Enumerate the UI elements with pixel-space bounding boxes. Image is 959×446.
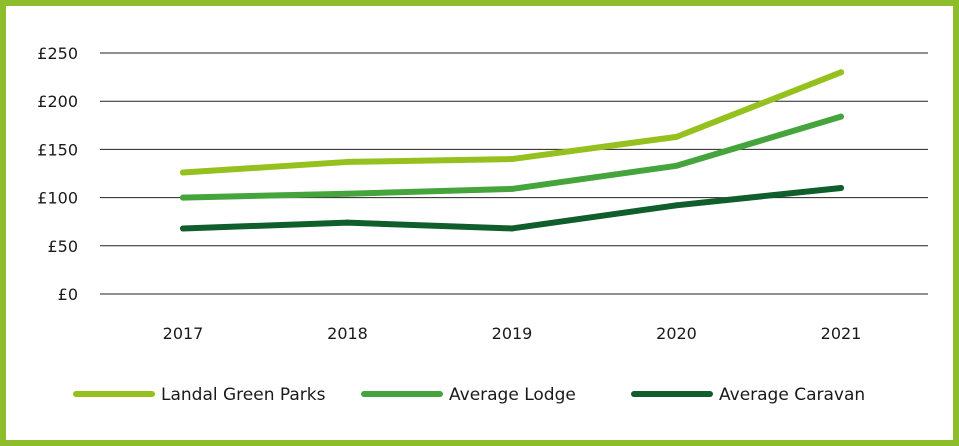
x-tick-label: 2021	[821, 324, 862, 343]
data-point	[673, 162, 680, 169]
legend: Landal Green Parks Average Lodge Average C…	[73, 385, 865, 405]
y-tick-label: £200	[37, 92, 78, 111]
legend-label: Average Lodge	[449, 385, 576, 405]
legend-label: Landal Green Parks	[161, 385, 326, 405]
y-tick-label: £250	[37, 44, 78, 63]
x-axis-tick-labels: 2017 2018 2019 2020 2021	[163, 324, 862, 343]
data-point	[509, 185, 515, 192]
y-tick-label: £50	[47, 237, 78, 256]
data-point	[180, 169, 186, 176]
data-point	[509, 225, 515, 232]
legend-label: Average Caravan	[719, 385, 865, 405]
x-tick-label: 2018	[327, 324, 368, 343]
data-point	[838, 69, 844, 76]
data-point	[673, 202, 680, 209]
y-tick-label: £150	[37, 140, 78, 159]
data-point	[180, 225, 186, 232]
data-point	[344, 219, 351, 226]
data-point	[180, 194, 186, 201]
data-point	[673, 133, 680, 140]
data-point	[509, 156, 515, 163]
data-point	[344, 190, 351, 197]
data-point	[838, 184, 844, 191]
x-tick-label: 2017	[163, 324, 204, 343]
x-tick-label: 2020	[656, 324, 697, 343]
y-tick-label: £100	[37, 189, 78, 208]
series-lines	[180, 69, 844, 232]
y-axis-tick-labels: £0 £50 £100 £150 £200 £250	[37, 44, 78, 304]
data-point	[838, 113, 844, 120]
x-tick-label: 2019	[492, 324, 533, 343]
data-point	[344, 158, 351, 165]
y-tick-label: £0	[58, 285, 78, 304]
